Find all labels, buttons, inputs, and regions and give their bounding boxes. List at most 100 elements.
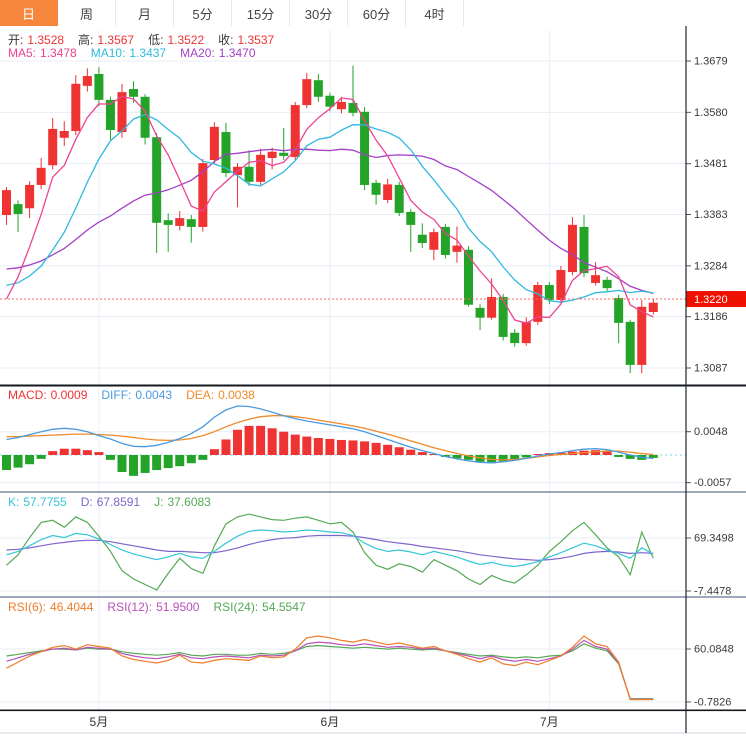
candle-down [614, 297, 624, 323]
candle-up [175, 218, 185, 226]
macd-bar-up [591, 450, 601, 455]
tab-5min[interactable]: 5分 [174, 0, 232, 26]
macd-bar-up [371, 442, 381, 455]
tab-week[interactable]: 周 [58, 0, 116, 26]
dea-line [6, 415, 654, 461]
tab-30min[interactable]: 30分 [290, 0, 348, 26]
macd-bar-down [625, 455, 635, 459]
macd-bar-up [406, 449, 416, 455]
macd-bar-down [186, 455, 196, 464]
price-axis-label: 1.3679 [694, 56, 728, 68]
candle-down [94, 73, 104, 100]
candle-up [117, 92, 127, 133]
macd-bar-down [105, 455, 115, 460]
candle-up [383, 184, 393, 200]
tab-60min[interactable]: 60分 [348, 0, 406, 26]
candle-up [59, 131, 69, 138]
rsi-axis-labels: 60.0848 -0.7826 [0, 644, 734, 709]
candle-up [302, 79, 312, 106]
macd-bar-up [533, 454, 543, 456]
macd-bar-down [452, 455, 462, 459]
tab-15min[interactable]: 15分 [232, 0, 290, 26]
candle-down [313, 80, 323, 97]
month-label: 6月 [321, 715, 340, 729]
candle-up [48, 128, 58, 166]
panel-axis-label: -0.0057 [694, 477, 731, 489]
rsi6-line [6, 635, 654, 701]
macd-bar-up [221, 439, 231, 455]
candle-up [267, 151, 277, 158]
candle-down [129, 89, 139, 97]
macd-bar-up [556, 452, 566, 455]
candle-up [25, 184, 35, 209]
candlestick-chart[interactable]: 1.3679 1.3580 1.3481 1.3383 1.3284 1.3186 1.30… [0, 26, 746, 741]
macd-bar-up [209, 449, 219, 455]
candle-down [579, 226, 589, 274]
macd-bar-down [464, 455, 473, 460]
macd-bar-down [152, 455, 162, 471]
macd-bar-up [360, 441, 370, 455]
candle-up [533, 285, 543, 322]
current-price-badge: 1.3220 [686, 291, 746, 308]
candle-up [487, 296, 497, 318]
candle-up [256, 154, 266, 182]
macd-bar-up [290, 434, 300, 455]
current-price-value: 1.3220 [694, 294, 728, 306]
d-line [6, 534, 654, 561]
candle-down [440, 226, 450, 255]
tab-4hour[interactable]: 4时 [406, 0, 464, 26]
candle-down [625, 321, 635, 365]
candle-up [71, 83, 81, 132]
price-axis-label: 1.3481 [694, 158, 728, 170]
month-label: 7月 [540, 715, 559, 729]
macd-bar-up [94, 452, 104, 455]
candle-up [567, 224, 577, 273]
macd-bar-down [510, 455, 520, 460]
separator-main-macd [0, 384, 746, 387]
macd-bar-up [348, 440, 358, 455]
macd-bar-down [36, 455, 46, 459]
candle-up [36, 167, 46, 185]
macd-bar-down [129, 455, 139, 476]
candle-up [290, 105, 300, 157]
candle-up [2, 190, 11, 216]
panel-axis-label: 0.0048 [694, 426, 728, 438]
candle-down [406, 211, 416, 225]
candle-up [429, 232, 439, 250]
macd-bar-up [417, 452, 427, 455]
macd-bar-up [233, 429, 242, 455]
tab-month[interactable]: 月 [116, 0, 174, 26]
macd-axis-labels: 0.0048 -0.0057 [0, 426, 731, 489]
macd-bar-up [48, 451, 58, 455]
macd-bar-up [302, 436, 312, 455]
macd-bar-down [25, 455, 35, 465]
macd-bar-up [82, 450, 92, 455]
candle-down [221, 132, 231, 174]
chart-background [0, 26, 746, 741]
panel-axis-label: -0.7826 [694, 697, 731, 709]
price-axis-label: 1.3284 [694, 260, 728, 272]
candle-down [602, 279, 612, 289]
macd-bar-up [244, 425, 254, 455]
candle-down [244, 166, 254, 182]
candle-down [510, 332, 520, 344]
macd-bar-down [117, 455, 127, 472]
month-label: 5月 [90, 715, 109, 729]
candle-up [209, 126, 219, 161]
tab-day[interactable]: 日 [0, 0, 58, 26]
diff-line [6, 405, 654, 464]
kdj-axis-labels: 69.3498 -7.4478 [0, 533, 734, 597]
candle-down [140, 96, 150, 138]
macd-bar-down [13, 455, 23, 468]
candle-down [475, 307, 485, 318]
candle-down [498, 296, 508, 337]
month-labels: 5月 6月 7月 [90, 715, 559, 729]
candle-up [452, 245, 462, 252]
macd-bar-down [521, 455, 531, 458]
candle-down [544, 285, 554, 301]
macd-bar-up [394, 447, 404, 455]
k-line [6, 529, 654, 568]
candle-up [556, 269, 566, 301]
candle-down [464, 249, 473, 305]
